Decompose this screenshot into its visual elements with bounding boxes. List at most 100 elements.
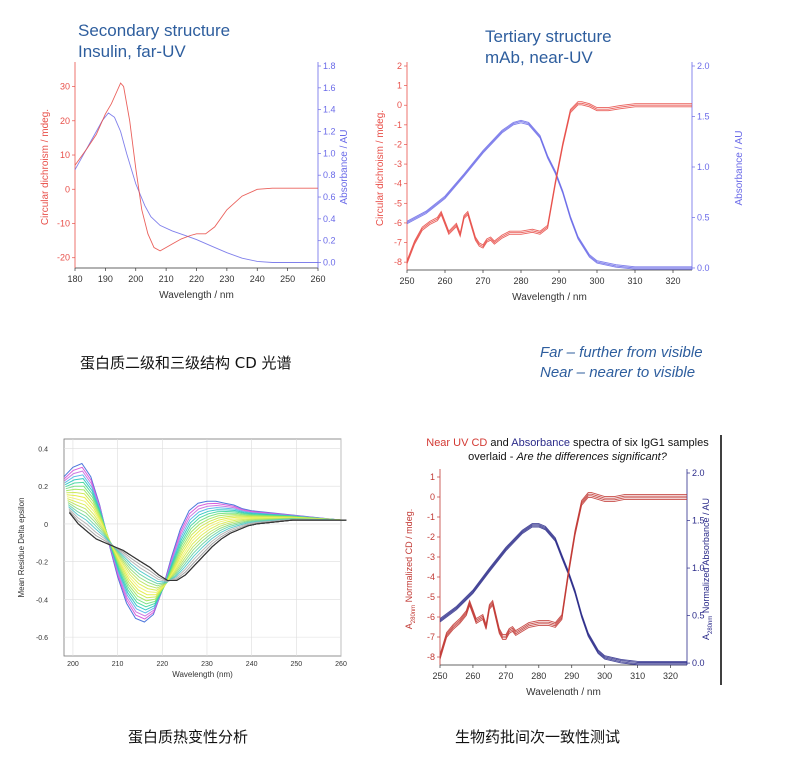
panel1-title: Secondary structure Insulin, far-UV <box>78 20 230 62</box>
y-tick-label: 10 <box>60 150 70 160</box>
x-tick-label: 290 <box>564 671 579 681</box>
y2-tick-label: 0.0 <box>697 263 710 273</box>
note-line2: Near – nearer to visible <box>540 364 696 381</box>
y2-tick-label: 1.5 <box>692 516 705 526</box>
cd-series-line <box>439 492 687 655</box>
y2-tick-label: 0.4 <box>323 214 336 224</box>
x-axis-label: Wavelength / nm <box>526 687 601 695</box>
y-axis-label: Mean Residue Delta epsilon <box>17 497 26 597</box>
y2-tick-label: 0.6 <box>323 192 336 202</box>
y2-tick-label: 1.8 <box>323 61 336 71</box>
panel2-title: Tertiary structure mAb, near-UV <box>485 26 612 68</box>
x-tick-label: 320 <box>663 671 678 681</box>
chart2-svg: 250 260 270 280 290 300 310 320 2 1 0 -1 -2 -3 -4 -5 -6 -… <box>375 61 745 303</box>
x-axis-label: Wavelength / nm <box>159 290 234 301</box>
absorbance-series-line <box>406 121 692 269</box>
x-tick-label: 260 <box>335 661 347 668</box>
cd-series-line <box>74 82 318 252</box>
y-tick-label: -4 <box>427 572 435 582</box>
y-tick-label: 20 <box>60 116 70 126</box>
panel4-title-cd: Near UV CD <box>426 437 488 449</box>
y-tick-label: -1 <box>394 120 402 130</box>
y2-axis-label: Absorbance / AU <box>339 129 350 204</box>
y-tick-label: 0 <box>65 184 70 194</box>
y-tick-label: 1 <box>430 472 435 482</box>
x-tick-label: 190 <box>98 274 113 284</box>
panel-secondary-structure: Secondary structure Insulin, far-UV 180 1… <box>0 0 400 330</box>
y2-tick-label: 0.5 <box>697 212 710 222</box>
x-axis-label: Wavelength (nm) <box>172 670 233 679</box>
panel4-title-line2b: Are the differences significant? <box>516 451 667 463</box>
panel4-title-and: and <box>487 437 512 449</box>
panel2-title-line1: Tertiary structure <box>485 27 612 46</box>
y-tick-label: 30 <box>60 82 70 92</box>
x-tick-label: 270 <box>475 276 490 286</box>
y-tick-label: -3 <box>394 159 402 169</box>
y2-tick-label: 0.0 <box>323 258 336 268</box>
y2-tick-label: 1.4 <box>323 105 336 115</box>
x-axis-label: Wavelength / nm <box>512 292 587 303</box>
y-tick-label: -0.4 <box>36 597 48 604</box>
cd-series-line <box>439 493 687 657</box>
y2-tick-label: 2.0 <box>692 468 705 478</box>
x-tick-label: 210 <box>112 661 124 668</box>
y-tick-label: -8 <box>427 652 435 662</box>
y-tick-label: 0.4 <box>38 446 48 453</box>
x-tick-label: 200 <box>67 661 79 668</box>
chart4-svg: 250 260 270 280 290 300 310 320 1 0 -1 -2 -3 -4 -5 -6 -7… <box>404 435 722 695</box>
y-tick-label: -5 <box>394 198 402 208</box>
y-tick-label: 1 <box>397 81 402 91</box>
y-tick-label: -20 <box>57 253 70 263</box>
x-tick-label: 250 <box>399 276 414 286</box>
x-tick-label: 310 <box>630 671 645 681</box>
y-tick-label: -6 <box>394 218 402 228</box>
x-tick-label: 320 <box>665 276 680 286</box>
y2-tick-label: 0.0 <box>692 658 705 668</box>
far-near-note: Far – further from visible Near – nearer… <box>540 343 703 383</box>
denaturation-curve <box>69 512 347 581</box>
x-tick-label: 280 <box>531 671 546 681</box>
cd-series-line <box>439 496 687 660</box>
absorbance-series-line <box>406 122 692 270</box>
x-tick-label: 250 <box>280 274 295 284</box>
y2-tick-label: 0.2 <box>323 236 336 246</box>
denaturation-curve <box>68 510 347 582</box>
cd-series-line <box>406 102 692 263</box>
y-tick-label: -7 <box>394 238 402 248</box>
absorbance-series-line <box>406 119 692 268</box>
denaturation-curve <box>67 504 346 585</box>
y-axis-label: A280nm Normalized CD / mdeg. <box>404 509 417 629</box>
denaturation-curve <box>67 500 345 589</box>
y-tick-label: -3 <box>427 552 435 562</box>
y-tick-label: -2 <box>427 532 435 542</box>
x-tick-label: 220 <box>156 661 168 668</box>
chart3-svg: 200 210 220 230 240 250 260 0.4 0.2 0 -0.2 -0.4 -0.6… <box>17 438 347 679</box>
y2-tick-label: 1.6 <box>323 83 336 93</box>
y-tick-label: 0.2 <box>38 484 48 491</box>
y2-axis-label: Absorbance / AU <box>734 130 745 205</box>
absorbance-series-line <box>439 526 687 666</box>
x-tick-label: 230 <box>201 661 213 668</box>
y2-tick-label: 2.0 <box>697 61 710 71</box>
y2-tick-label: 1.2 <box>323 127 336 137</box>
x-tick-label: 210 <box>159 274 174 284</box>
cd-series-line <box>406 104 692 264</box>
x-tick-label: 250 <box>432 671 447 681</box>
caption-panel1: 蛋白质二级和三级结构 CD 光谱 <box>80 354 292 372</box>
panel4-title-abs: Absorbance <box>511 437 570 449</box>
x-tick-label: 220 <box>189 274 204 284</box>
y-axis-label: Circular dichroism / mdeg. <box>375 110 386 226</box>
x-tick-label: 240 <box>250 274 265 284</box>
caption-panel4: 生物药批间次一致性测试 <box>455 728 621 746</box>
denaturation-curve <box>68 508 346 583</box>
x-tick-label: 270 <box>498 671 513 681</box>
absorbance-series-line <box>439 525 687 665</box>
chart1-svg: 180 190 200 210 220 230 240 250 260 30 20 10 0 -10 -20… <box>40 61 350 301</box>
y-tick-label: -0.6 <box>36 635 48 642</box>
y2-tick-label: 1.0 <box>697 162 710 172</box>
x-tick-label: 260 <box>310 274 325 284</box>
panel4-title-line2a: overlaid - <box>468 451 517 463</box>
cd-series-line <box>406 101 692 261</box>
x-tick-label: 260 <box>465 671 480 681</box>
panel-thermal-denaturation: 200 210 220 230 240 250 260 0.4 0.2 0 -0.2 -0.4 -0.6… <box>0 425 400 695</box>
